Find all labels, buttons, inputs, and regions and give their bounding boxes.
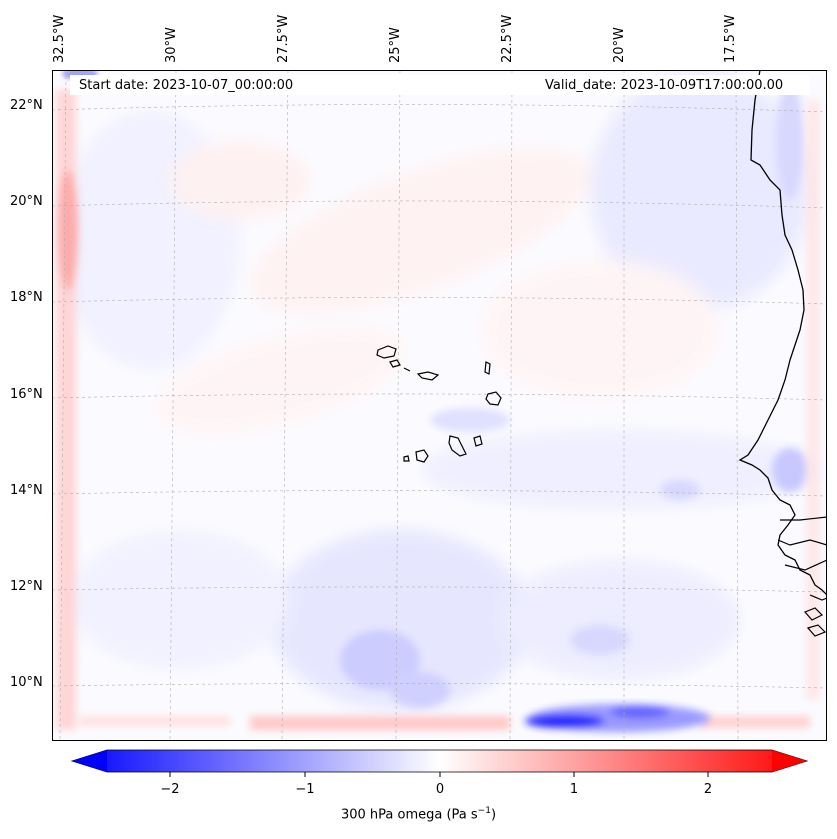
island-santiago — [448, 435, 467, 457]
lat-label-10N: 10°N — [10, 675, 43, 690]
lat-label-12N: 12°N — [10, 579, 43, 594]
coastline-africa — [738, 70, 827, 596]
lat-label-18N: 18°N — [10, 290, 43, 305]
map-frame — [52, 70, 827, 741]
colorbar-bar — [70, 749, 809, 773]
colorbar — [70, 749, 809, 777]
lat-label-14N: 14°N — [10, 483, 43, 498]
cb-tick-label-3: 0 — [435, 782, 445, 797]
cb-tick-label-1: −2 — [160, 782, 180, 797]
island-boa-vista — [485, 391, 502, 406]
start-date-label: Start date: 2023-10-07_00:00:00 — [79, 78, 294, 93]
colorbar-label: 300 hPa omega (Pa s−1) — [0, 806, 837, 822]
island-sao-vicente — [389, 359, 401, 368]
lat-label-16N: 16°N — [10, 387, 43, 402]
island-brava — [403, 455, 410, 462]
info-bar — [70, 75, 810, 95]
colorbar-label-sup: −1 — [477, 806, 491, 816]
cape-verde-islands — [376, 345, 502, 463]
lat-label-22N: 22°N — [10, 98, 43, 113]
island-santa-luzia — [403, 367, 411, 372]
cb-tick-label-5: 2 — [703, 782, 713, 797]
colorbar-label-text: 300 hPa omega (Pa s — [340, 807, 478, 823]
island-sao-nicolau — [416, 371, 440, 381]
colorbar-ticks — [169, 772, 709, 777]
colorbar-extend-high — [772, 750, 807, 772]
omega-field — [52, 70, 827, 741]
valid-date-label: Valid_date: 2023-10-09T17:00:00.00 — [545, 78, 784, 93]
cb-tick-label-4: 1 — [569, 782, 579, 797]
island-fogo — [415, 449, 429, 463]
gridlines — [52, 70, 827, 741]
colorbar-extend-low — [72, 750, 107, 772]
island-santo-antao — [376, 345, 397, 359]
colorbar-label-end: ) — [490, 807, 497, 823]
island-sal — [484, 361, 491, 375]
lat-label-20N: 20°N — [10, 194, 43, 209]
island-maio — [473, 435, 483, 447]
cb-tick-label-2: −1 — [295, 782, 315, 797]
